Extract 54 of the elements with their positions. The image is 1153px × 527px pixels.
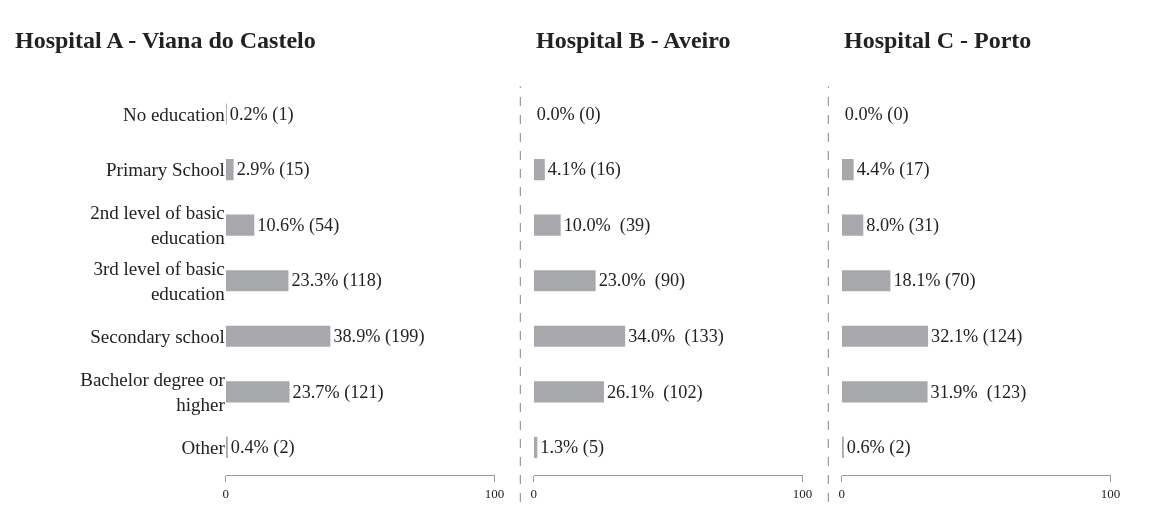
data-label: 18.1% (70) bbox=[893, 270, 976, 292]
bar bbox=[841, 159, 854, 181]
data-label: 0.2% (1) bbox=[229, 103, 294, 125]
data-label: 0.0% (0) bbox=[536, 103, 601, 125]
y-tick-label: No education bbox=[122, 103, 226, 125]
bar bbox=[225, 325, 331, 347]
data-label: 23.0% (90) bbox=[598, 270, 686, 292]
y-tick-label: Primary School bbox=[106, 159, 225, 181]
data-label: 26.1% (102) bbox=[606, 381, 703, 403]
y-tick-label: 2nd level of basic education bbox=[90, 202, 226, 249]
bar bbox=[841, 214, 864, 236]
bar bbox=[225, 381, 290, 403]
x-tick-label: 0 bbox=[530, 485, 538, 501]
data-label: 31.9% (123) bbox=[930, 381, 1027, 403]
x-tick-label: 0 bbox=[838, 485, 846, 501]
chart-title: Hospital B - Aveiro bbox=[536, 27, 731, 53]
x-tick-label: 100 bbox=[1100, 485, 1121, 501]
bar bbox=[225, 159, 234, 181]
bar bbox=[841, 270, 891, 292]
data-label: 8.0% (31) bbox=[866, 214, 940, 236]
bar bbox=[841, 436, 844, 458]
bar bbox=[533, 325, 626, 347]
data-label: 1.3% (5) bbox=[540, 437, 605, 459]
bar bbox=[225, 436, 228, 458]
data-label: 0.6% (2) bbox=[846, 437, 911, 459]
bar bbox=[225, 214, 255, 236]
data-label: 4.1% (16) bbox=[547, 159, 621, 181]
y-tick-label: Bachelor degree or higher bbox=[80, 369, 226, 415]
data-label: 2.9% (15) bbox=[236, 159, 310, 181]
y-tick-label: 3rd level of basic education bbox=[93, 258, 226, 304]
y-tick-label: Other bbox=[181, 437, 226, 459]
data-label: 32.1% (124) bbox=[931, 326, 1023, 348]
chart-title: Hospital C - Porto bbox=[844, 27, 1032, 53]
x-tick-label: 100 bbox=[792, 485, 813, 501]
chart-title: Hospital A - Viana do Castelo bbox=[15, 27, 316, 53]
data-label: 23.7% (121) bbox=[292, 381, 384, 403]
bar bbox=[533, 159, 545, 181]
x-tick-label: 0 bbox=[222, 485, 230, 501]
y-tick-label: Secondary school bbox=[90, 325, 225, 347]
data-label: 10.6% (54) bbox=[257, 214, 340, 236]
bar bbox=[841, 381, 928, 403]
data-label: 38.9% (199) bbox=[333, 326, 425, 348]
bar bbox=[533, 270, 596, 292]
data-label: 10.0% (39) bbox=[563, 214, 651, 236]
x-tick-label: 100 bbox=[484, 485, 505, 501]
data-label: 4.4% (17) bbox=[856, 159, 930, 181]
bar bbox=[533, 381, 604, 403]
data-label: 23.3% (118) bbox=[291, 270, 382, 292]
data-label: 34.0% (133) bbox=[628, 326, 724, 348]
bar bbox=[533, 214, 561, 236]
bar bbox=[225, 270, 289, 292]
data-label: 0.4% (2) bbox=[230, 437, 295, 459]
bar bbox=[841, 325, 929, 347]
data-label: 0.0% (0) bbox=[844, 103, 909, 125]
